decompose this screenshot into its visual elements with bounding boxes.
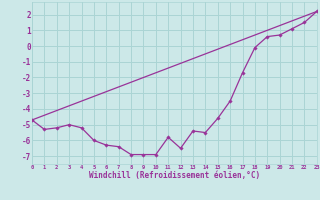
X-axis label: Windchill (Refroidissement éolien,°C): Windchill (Refroidissement éolien,°C)	[89, 171, 260, 180]
